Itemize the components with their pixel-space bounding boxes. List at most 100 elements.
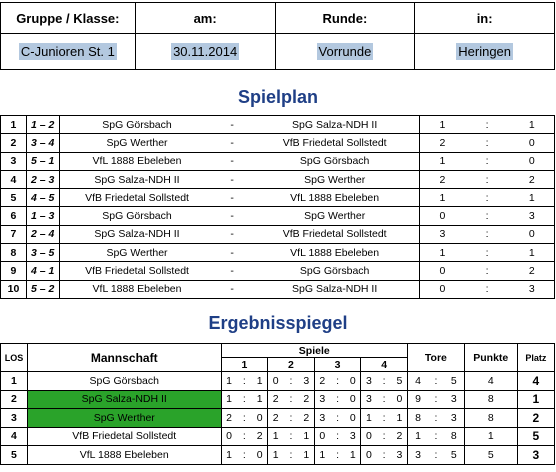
result-game-3-home: 0 <box>313 426 330 446</box>
result-game-1-away: 1 <box>252 371 269 391</box>
result-goals-against: 3 <box>443 389 465 409</box>
match-home-team: VfB Friedetal Sollstedt <box>59 261 215 281</box>
result-game-2-away: 3 <box>298 371 315 391</box>
match-home-goals: 2 <box>419 133 465 153</box>
match-colon: : <box>464 224 510 245</box>
label-in: in: <box>414 2 555 34</box>
result-game-3-away: 0 <box>345 408 362 428</box>
match-home-goals: 3 <box>419 224 465 245</box>
result-game-4-home: 3 <box>360 389 377 409</box>
match-separator: - <box>214 169 251 190</box>
match-home-goals: 0 <box>419 261 465 281</box>
result-game-1-away: 2 <box>252 426 269 446</box>
label-am: am: <box>134 2 276 34</box>
result-game-1-colon: : <box>236 371 253 391</box>
result-game-4-away: 5 <box>391 371 408 391</box>
header-mannschaft: Mannschaft <box>26 343 222 372</box>
match-home-team: VfB Friedetal Sollstedt <box>59 188 215 208</box>
result-game-4-colon: : <box>376 371 392 391</box>
header-spiel-3: 3 <box>313 357 362 372</box>
result-game-3-home: 2 <box>313 371 330 391</box>
label-gruppe: Gruppe / Klasse: <box>0 2 136 34</box>
match-separator: - <box>214 188 251 208</box>
result-game-3-colon: : <box>329 426 346 446</box>
match-colon: : <box>464 206 510 226</box>
result-team: SpG Görsbach <box>26 371 222 391</box>
result-game-2-away: 1 <box>298 426 315 446</box>
result-game-4-away: 2 <box>391 426 408 446</box>
match-number: 7 <box>0 224 27 245</box>
match-number: 2 <box>0 133 27 153</box>
result-game-3-away: 3 <box>345 426 362 446</box>
result-goals-for: 3 <box>406 445 429 465</box>
result-game-4-colon: : <box>376 389 392 409</box>
match-separator: - <box>214 133 251 153</box>
result-game-1-home: 0 <box>220 426 237 446</box>
match-home-goals: 1 <box>419 188 465 208</box>
match-away-goals: 0 <box>509 224 555 245</box>
result-goals-against: 3 <box>443 408 465 428</box>
match-colon: : <box>464 188 510 208</box>
match-home-goals: 2 <box>419 169 465 190</box>
result-game-3-home: 3 <box>313 389 330 409</box>
match-away-goals: 1 <box>509 114 555 135</box>
result-game-4-home: 1 <box>360 408 377 428</box>
match-home-team: SpG Görsbach <box>59 114 215 135</box>
result-game-2-away: 2 <box>298 408 315 428</box>
result-game-2-home: 1 <box>267 445 284 465</box>
match-away-goals: 0 <box>509 151 555 171</box>
match-number: 4 <box>0 169 27 190</box>
result-game-1-home: 1 <box>220 371 237 391</box>
result-game-2-colon: : <box>283 408 299 428</box>
match-away-team: SpG Görsbach <box>250 261 421 281</box>
value-runde[interactable]: Vorrunde <box>316 43 374 60</box>
result-points: 1 <box>463 426 518 446</box>
match-home-team: VfL 1888 Ebeleben <box>59 151 215 171</box>
result-row: 2 SpG Salza-NDH II 1:1 2:2 3:0 3:0 9:3 8 1 <box>0 389 556 409</box>
result-game-3-colon: : <box>329 408 346 428</box>
value-runde-cell: Vorrunde <box>274 33 416 70</box>
match-pairing: 1 – 2 <box>26 114 60 135</box>
result-game-4-home: 0 <box>360 426 377 446</box>
match-away-team: SpG Salza-NDH II <box>250 279 421 299</box>
result-game-2-away: 2 <box>298 389 315 409</box>
value-in[interactable]: Heringen <box>456 43 514 60</box>
value-gruppe[interactable]: C-Junioren St. 1 <box>18 43 117 60</box>
match-colon: : <box>464 279 510 299</box>
match-home-goals: 1 <box>419 151 465 171</box>
match-colon: : <box>464 133 510 153</box>
result-game-2-home: 1 <box>267 426 284 446</box>
match-separator: - <box>214 224 251 245</box>
header-spiel-2: 2 <box>267 357 315 372</box>
match-away-team: SpG Werther <box>250 169 421 190</box>
match-away-goals: 2 <box>509 169 555 190</box>
match-away-goals: 1 <box>509 243 555 263</box>
result-game-4-colon: : <box>376 445 392 465</box>
result-game-4-away: 0 <box>391 389 408 409</box>
ergebnis-table: LOS Mannschaft Spiele Tore Punkte Platz … <box>0 343 556 465</box>
match-away-team: VfB Friedetal Sollstedt <box>250 224 421 245</box>
result-game-2-home: 2 <box>267 408 284 428</box>
match-pairing: 2 – 4 <box>26 224 60 245</box>
result-place: 4 <box>516 371 556 391</box>
value-am[interactable]: 30.11.2014 <box>171 43 240 60</box>
result-game-3-colon: : <box>329 389 346 409</box>
result-los: 5 <box>0 445 28 465</box>
value-in-cell: Heringen <box>414 33 555 70</box>
result-game-2-colon: : <box>283 371 299 391</box>
match-number: 8 <box>0 243 27 263</box>
result-team: SpG Werther <box>26 408 222 428</box>
result-game-1-home: 2 <box>220 408 237 428</box>
result-goals-for: 8 <box>406 408 429 428</box>
result-row: 5 VfL 1888 Ebeleben 1:0 1:1 1:1 0:3 3:5 5 3 <box>0 445 556 465</box>
result-game-1-away: 0 <box>252 408 269 428</box>
match-away-goals: 3 <box>509 206 555 226</box>
result-points: 4 <box>463 371 518 391</box>
match-colon: : <box>464 169 510 190</box>
result-game-2-home: 2 <box>267 389 284 409</box>
